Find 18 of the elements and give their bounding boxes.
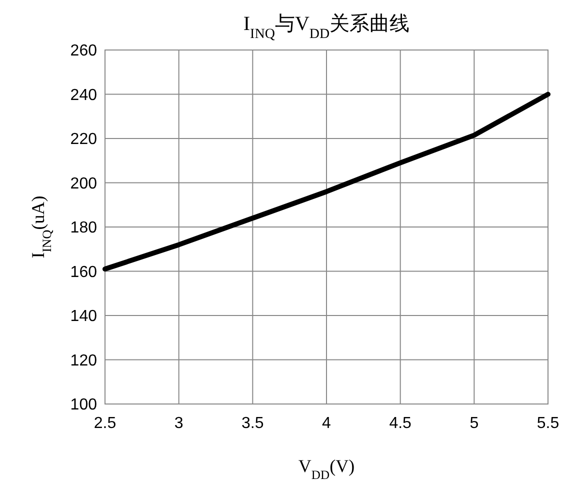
y-tick-label: 100 — [70, 396, 98, 414]
x-tick-label: 2.5 — [94, 415, 116, 432]
x-tick-label: 3.5 — [242, 415, 264, 432]
y-tick-label: 220 — [70, 131, 98, 148]
x-tick-label: 4.5 — [389, 415, 412, 432]
y-tick-label: 200 — [70, 175, 98, 192]
x-tick-label: 4 — [322, 415, 332, 432]
y-tick-label: 160 — [70, 264, 98, 281]
y-tick-label: 120 — [70, 352, 98, 370]
x-tick-label: 5 — [470, 415, 479, 432]
chart-title: I$_{INQ}$与V$_{DD}$关系曲线 — [243, 13, 410, 42]
y-tick-label: 260 — [70, 42, 98, 60]
x-tick-label: 3 — [174, 415, 184, 432]
x-tick-label: 5.5 — [536, 415, 560, 432]
y-tick-label: 140 — [70, 308, 98, 326]
x-axis-title: V$_{DD}$(V) — [298, 456, 355, 482]
y-tick-label: 240 — [70, 86, 98, 104]
y-tick-label: 180 — [70, 220, 98, 237]
